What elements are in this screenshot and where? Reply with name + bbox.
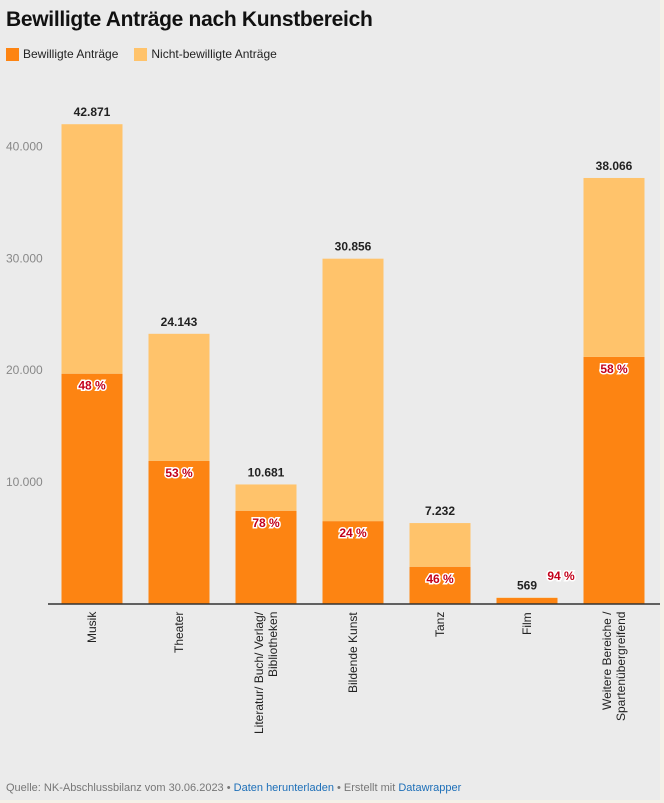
total-label: 30.856 bbox=[335, 240, 372, 254]
bar-segment bbox=[235, 510, 297, 604]
legend-label: Nicht-bewilligte Anträge bbox=[151, 47, 277, 61]
share-label: 94 % bbox=[547, 569, 575, 583]
bar-segment bbox=[322, 258, 384, 522]
share-label: 48 % bbox=[78, 379, 106, 393]
x-tick-label: Literatur/ Buch/ Verlag/ Bibliotheken bbox=[252, 612, 280, 735]
total-label: 7.232 bbox=[425, 504, 455, 518]
bar-segment bbox=[409, 523, 471, 567]
bar-segment bbox=[496, 598, 558, 604]
bar-segment bbox=[148, 333, 210, 461]
footer: Quelle: NK-Abschlussbilanz vom 30.06.202… bbox=[6, 782, 462, 794]
legend-label: Bewilligte Anträge bbox=[23, 47, 119, 61]
y-tick-label: 10.000 bbox=[6, 475, 43, 489]
y-tick-label: 40.000 bbox=[6, 139, 43, 153]
bar-segment bbox=[61, 373, 123, 604]
x-tick-label: Tanz bbox=[433, 612, 447, 638]
bar-segment bbox=[322, 521, 384, 604]
share-label: 46 % bbox=[426, 572, 454, 586]
x-tick-label: Musik bbox=[85, 612, 99, 644]
share-label: 78 % bbox=[252, 516, 280, 530]
bar-segment bbox=[583, 177, 645, 357]
x-tick-label: Theater bbox=[172, 612, 186, 654]
chart-title: Bewilligte Anträge nach Kunstbereich bbox=[6, 8, 373, 31]
x-tick-label: Weitere Bereiche / Spartenübergreifend bbox=[600, 612, 628, 722]
bar-segment bbox=[235, 484, 297, 511]
share-label: 58 % bbox=[600, 362, 628, 376]
x-tick-label: Film bbox=[520, 612, 534, 635]
chart: 10.000 20.000 30.000 40.000 42.871 48 % 24.143… bbox=[6, 105, 660, 605]
total-label: 24.143 bbox=[161, 315, 198, 329]
tool-link[interactable]: Datawrapper bbox=[398, 782, 462, 794]
x-tick-label: Bildende Kunst bbox=[346, 612, 360, 693]
total-label: 38.066 bbox=[596, 159, 633, 173]
download-link[interactable]: Daten herunterladen bbox=[233, 782, 334, 794]
bar-segment bbox=[583, 356, 645, 604]
share-label: 53 % bbox=[165, 466, 193, 480]
legend: Bewilligte Anträge Nicht-bewilligte Anträ… bbox=[6, 47, 277, 61]
bar-segment bbox=[61, 124, 123, 374]
legend-item: Bewilligte Anträge bbox=[6, 47, 118, 61]
total-label: 42.871 bbox=[74, 105, 111, 119]
legend-swatch bbox=[6, 47, 19, 61]
created: Erstellt mit bbox=[343, 782, 396, 794]
source: Quelle: NK-Abschlussbilanz vom 30.06.202… bbox=[6, 782, 224, 794]
legend-swatch bbox=[134, 47, 148, 61]
bar-segment bbox=[148, 460, 210, 604]
legend-item: Nicht-bewilligte Anträge bbox=[134, 47, 277, 61]
y-tick-label: 30.000 bbox=[6, 251, 43, 265]
total-label: 10.681 bbox=[248, 465, 285, 479]
bar-segment bbox=[409, 566, 471, 604]
share-label: 24 % bbox=[339, 526, 367, 540]
total-label: 569 bbox=[517, 579, 537, 593]
y-tick-label: 20.000 bbox=[6, 363, 43, 377]
